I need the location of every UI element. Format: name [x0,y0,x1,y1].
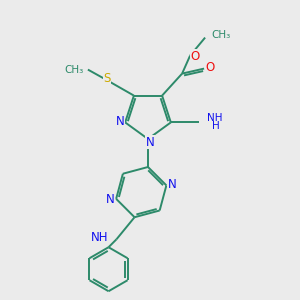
Text: NH: NH [207,113,222,123]
Text: H: H [212,122,220,131]
Text: O: O [206,61,215,74]
Text: CH₃: CH₃ [64,64,84,75]
Text: O: O [190,50,200,63]
Text: N: N [146,136,154,148]
Text: N: N [106,193,115,206]
Text: N: N [116,115,124,128]
Text: N: N [168,178,177,191]
Text: CH₃: CH₃ [211,30,230,40]
Text: S: S [103,72,111,85]
Text: NH: NH [91,231,109,244]
